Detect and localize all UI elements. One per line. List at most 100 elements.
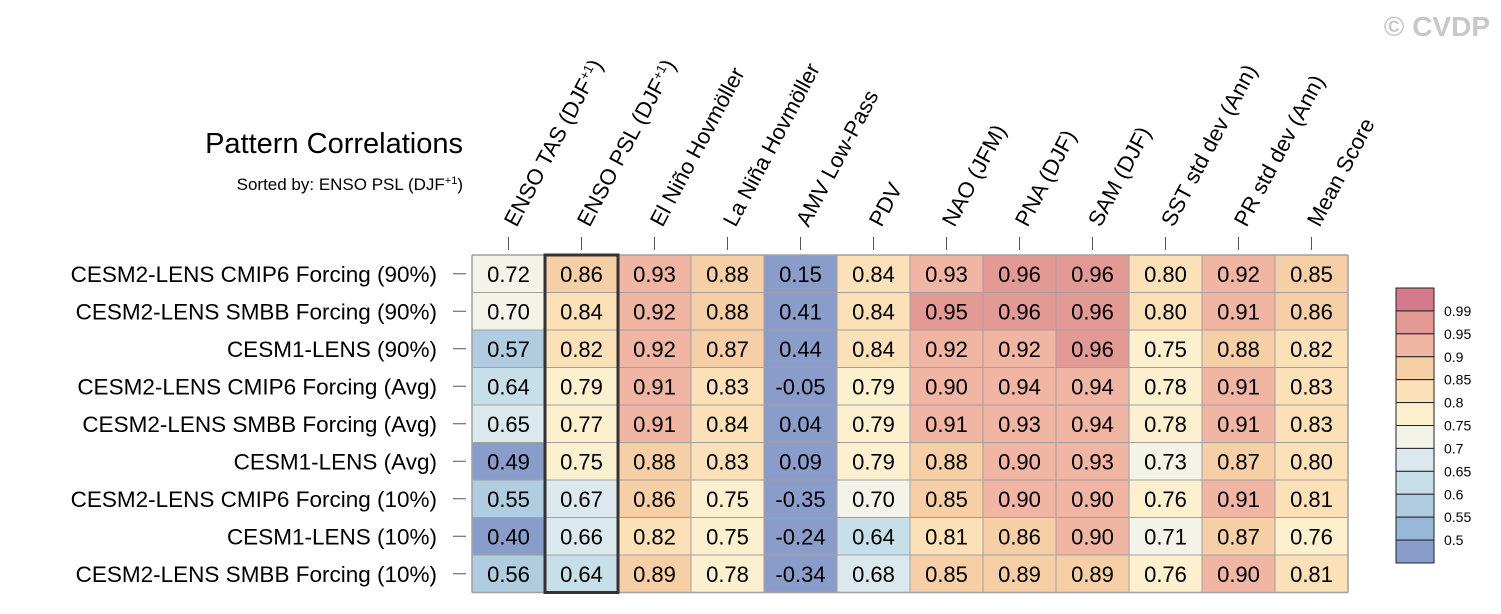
row-label: CESM2-LENS CMIP6 Forcing (Avg) [77,374,437,399]
cell-value: 0.67 [560,487,603,512]
heatmap-cell [545,517,618,555]
cell-value: 0.91 [1217,374,1260,399]
cell-value: 0.87 [1217,449,1260,474]
row-label: CESM1-LENS (Avg) [234,449,437,474]
column-label: SAM (DJF) [1083,123,1156,231]
heatmap-cell [1275,442,1348,480]
heatmap-cell [1275,555,1348,593]
cell-value: 0.92 [1217,262,1260,287]
cell-value: 0.77 [560,412,603,437]
heatmap-cell [545,480,618,518]
cell-value: 0.64 [852,524,895,549]
cell-value: 0.76 [1144,487,1187,512]
cell-value: 0.92 [925,337,968,362]
colorbar-swatch [1395,539,1435,564]
cell-value: 0.76 [1290,524,1333,549]
heatmap-cell [1202,480,1275,518]
colorbar-label: 0.85 [1444,372,1471,388]
cell-value: 0.90 [998,449,1041,474]
heatmap-cell [545,555,618,593]
heatmap-cell [1202,255,1275,293]
heatmap-cell [764,255,837,293]
cell-value: 0.90 [1071,524,1114,549]
heatmap-cell [1056,480,1129,518]
heatmap-cell [472,405,545,443]
heatmap-cell [764,517,837,555]
heatmap-cell [691,442,764,480]
cell-value: 0.68 [852,562,895,587]
heatmap-cell [983,330,1056,368]
heatmap-cell [1056,555,1129,593]
heatmap-cell [837,255,910,293]
heatmap-cell [618,442,691,480]
cell-value: 0.86 [560,262,603,287]
heatmap-cell [1056,405,1129,443]
cell-value: 0.84 [560,299,603,324]
cell-value: 0.73 [1144,449,1187,474]
heatmap-cell [618,480,691,518]
cell-value: 0.66 [560,524,603,549]
heatmap-cell [1275,255,1348,293]
sorted-column-highlight [543,253,620,594]
heatmap-cell [472,517,545,555]
heatmap-cell [691,517,764,555]
heatmap-cell [1202,367,1275,405]
heatmap-cell [472,480,545,518]
heatmap-cell [1202,292,1275,330]
heatmap-cell [1129,330,1202,368]
cell-value: 0.57 [487,337,530,362]
heatmap-cell [983,292,1056,330]
cell-value: 0.90 [1071,487,1114,512]
row-label: CESM2-LENS CMIP6 Forcing (10%) [71,487,437,512]
heatmap-cell [618,405,691,443]
heatmap-cell [618,330,691,368]
colorbar-label: 0.55 [1444,509,1471,525]
cell-value: 0.83 [706,374,749,399]
colorbar-swatch [1395,516,1435,541]
cell-value: 0.84 [852,262,895,287]
heatmap-cell [472,367,545,405]
watermark: © CVDP [1384,11,1490,42]
heatmap-cell [764,330,837,368]
heatmap-cell [983,555,1056,593]
cell-value: 0.70 [852,487,895,512]
heatmap-cell [545,292,618,330]
colorbar-swatch [1395,310,1435,335]
heatmap-cell [764,480,837,518]
cell-value: 0.04 [779,412,822,437]
heatmap-cell [618,367,691,405]
heatmap-cell [1056,367,1129,405]
cell-value: 0.81 [1290,487,1333,512]
cell-value: 0.41 [779,299,822,324]
row-label: CESM2-LENS CMIP6 Forcing (90%) [71,262,437,287]
cell-value: 0.91 [1217,487,1260,512]
heatmap-cell [1056,255,1129,293]
colorbar-label: 0.75 [1444,418,1471,434]
heatmap-cell [910,480,983,518]
cell-value: 0.94 [1071,412,1114,437]
cell-value: 0.82 [633,524,676,549]
heatmap-cell [1129,292,1202,330]
heatmap-cell [1202,442,1275,480]
heatmap-cell [910,330,983,368]
heatmap-cell [837,480,910,518]
heatmap-cell [545,367,618,405]
cell-value: 0.75 [1144,337,1187,362]
heatmap-cell [910,555,983,593]
cell-value: 0.88 [1217,337,1260,362]
cell-value: 0.81 [1290,562,1333,587]
heatmap-cell [983,517,1056,555]
cell-value: 0.72 [487,262,530,287]
cell-value: 0.75 [560,449,603,474]
row-label: CESM2-LENS SMBB Forcing (10%) [76,562,437,587]
row-label: CESM2-LENS SMBB Forcing (Avg) [82,412,437,437]
cell-value: 0.96 [1071,337,1114,362]
heatmap-cell [837,292,910,330]
heatmap-cell [1129,480,1202,518]
heatmap-cell [910,367,983,405]
heatmap-cell [618,255,691,293]
cell-value: 0.79 [852,412,895,437]
heatmap-cell [1129,517,1202,555]
heatmap-cell [837,405,910,443]
cell-value: 0.64 [487,374,530,399]
